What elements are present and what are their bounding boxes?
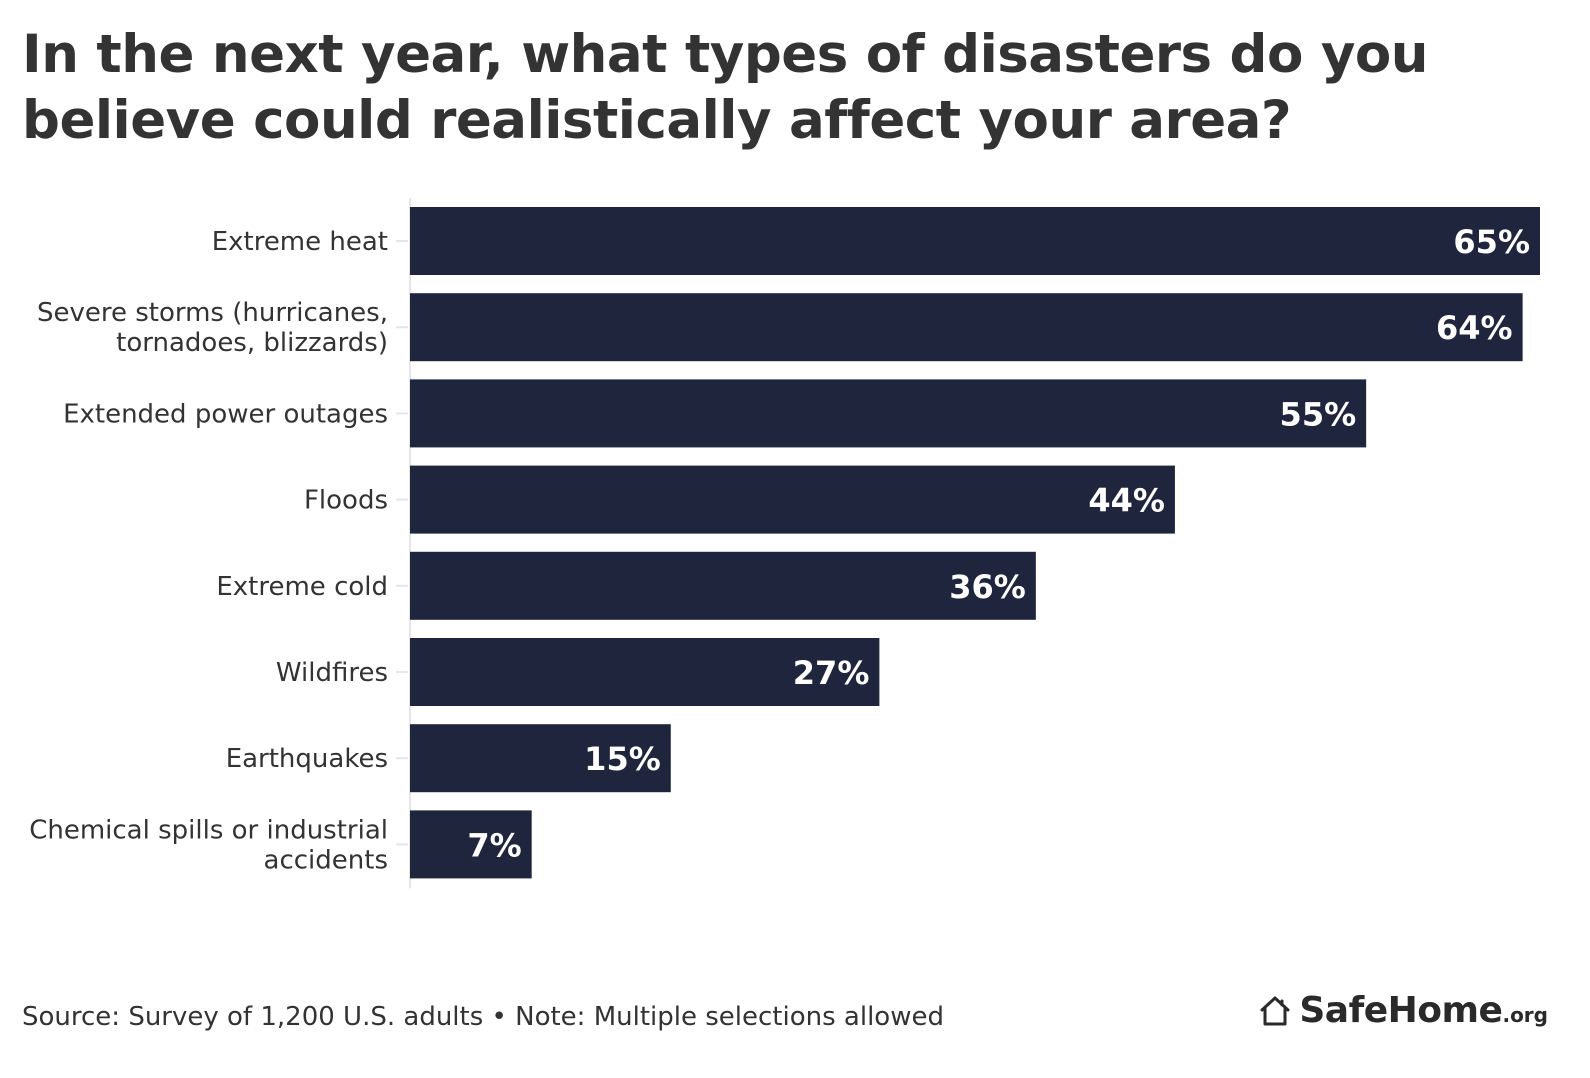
bar bbox=[410, 551, 1036, 620]
bar-value-label: 55% bbox=[1280, 395, 1357, 433]
category-label: Chemical spills or industrial bbox=[29, 815, 388, 845]
category-label: Severe storms (hurricanes, bbox=[37, 298, 388, 328]
bar-value-label: 44% bbox=[1088, 482, 1165, 520]
category-label: Wildfires bbox=[276, 658, 388, 688]
source-note: Source: Survey of 1,200 U.S. adults • No… bbox=[22, 1002, 944, 1032]
bar bbox=[410, 810, 532, 879]
bar bbox=[410, 207, 1540, 275]
bar bbox=[410, 638, 880, 706]
category-label: Floods bbox=[304, 486, 388, 516]
bar-value-label: 7% bbox=[467, 826, 521, 864]
bar-value-label: 36% bbox=[949, 568, 1026, 606]
category-label: Extreme cold bbox=[216, 572, 388, 602]
bar-value-label: 65% bbox=[1453, 223, 1530, 261]
category-label: Extreme heat bbox=[212, 227, 388, 257]
category-label: Extended power outages bbox=[63, 399, 388, 429]
bar-chart: 65% Extreme heat 64% Severe storms (hurrica… bbox=[29, 198, 1540, 889]
chart-title: In the next year, what types of disaster… bbox=[22, 24, 1429, 151]
brand-logo[interactable]: SafeHome .org bbox=[1257, 990, 1548, 1031]
bar bbox=[410, 293, 1523, 362]
category-label: accidents bbox=[264, 845, 388, 875]
bar-value-label: 15% bbox=[584, 740, 661, 778]
brand-name: SafeHome bbox=[1299, 990, 1503, 1031]
bar bbox=[410, 724, 671, 793]
category-label: tornadoes, blizzards) bbox=[116, 328, 388, 358]
house-icon bbox=[1260, 996, 1290, 1025]
bar-value-label: 27% bbox=[793, 654, 870, 692]
brand-tld: .org bbox=[1502, 1003, 1548, 1027]
category-label: Earthquakes bbox=[226, 744, 388, 774]
bar-value-label: 64% bbox=[1436, 309, 1513, 347]
bar bbox=[410, 379, 1367, 448]
bar bbox=[410, 465, 1175, 534]
